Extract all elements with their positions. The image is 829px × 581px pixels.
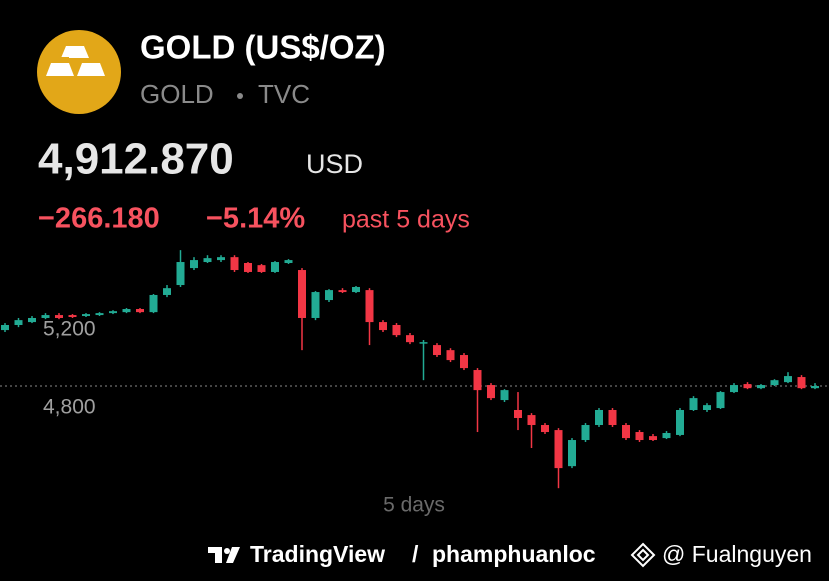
- plot: 5,200 4,800: [0, 250, 829, 489]
- candle-body: [109, 311, 117, 314]
- candle-body: [757, 385, 765, 389]
- candle-body: [554, 430, 563, 469]
- exchange: TVC: [258, 79, 310, 109]
- candle-body: [460, 355, 468, 369]
- brand: TradingView: [250, 541, 385, 567]
- candle-body: [730, 385, 738, 393]
- candle-body: [595, 410, 603, 426]
- candle-body: [716, 392, 725, 409]
- candle-body: [136, 309, 144, 313]
- candle-body: [365, 290, 374, 323]
- candle-body: [676, 410, 684, 435]
- price: 4,912.870: [38, 135, 234, 184]
- candle-body: [770, 380, 779, 386]
- candle-body: [163, 288, 171, 295]
- candle-body: [190, 260, 198, 269]
- candle-body: [406, 335, 414, 343]
- candle-body: [797, 377, 806, 389]
- candle-body: [217, 257, 225, 261]
- candle-body: [649, 436, 657, 441]
- candle-body: [635, 432, 644, 441]
- x-axis-label: 5 days: [383, 494, 445, 517]
- candle-body: [608, 410, 617, 426]
- candle-body: [392, 325, 401, 336]
- candle-body: [703, 405, 711, 410]
- candle-body: [352, 286, 360, 293]
- credit: @ Fualnguyen: [662, 541, 812, 567]
- candle-body: [433, 345, 441, 356]
- candle-body: [257, 265, 266, 272]
- candle-body: [446, 350, 455, 361]
- candle-body: [230, 257, 239, 271]
- candle-body: [568, 440, 576, 467]
- candle-body: [487, 385, 495, 399]
- period: past 5 days: [342, 206, 470, 234]
- candle-body: [95, 313, 104, 316]
- candle-body: [743, 384, 752, 389]
- candle-body: [311, 292, 320, 318]
- separator-dot: [237, 93, 243, 99]
- candle-body: [325, 290, 333, 301]
- candle-body: [514, 410, 522, 418]
- title: GOLD (US$/OZ): [140, 29, 386, 66]
- candle-body: [622, 425, 630, 439]
- credit-icon: [630, 542, 656, 568]
- candle-body: [419, 342, 428, 344]
- candle-body: [784, 376, 792, 383]
- candle-body: [14, 320, 23, 325]
- candle-body: [284, 260, 293, 264]
- candle-body: [149, 294, 158, 313]
- candle-body: [28, 317, 36, 323]
- candle-body: [662, 433, 671, 439]
- candle-body: [811, 386, 819, 389]
- candle-body: [82, 314, 90, 317]
- candle-body: [541, 425, 549, 433]
- candle-body: [203, 258, 212, 263]
- candle-body: [271, 262, 279, 272]
- candle-body: [473, 370, 482, 391]
- change-percent: −5.14%: [206, 203, 305, 235]
- y-tick-label: 4,800: [43, 396, 96, 419]
- candle-body: [500, 390, 509, 401]
- candle-body: [379, 322, 387, 331]
- symbol-icon: [37, 30, 121, 114]
- separator: /: [412, 541, 419, 567]
- candle-body: [298, 270, 306, 318]
- candle-body: [527, 415, 536, 426]
- candle-body: [1, 325, 9, 331]
- currency: USD: [306, 149, 363, 179]
- candle-body: [68, 315, 77, 318]
- candle-body: [122, 309, 131, 313]
- candle-body: [338, 290, 347, 293]
- candle-body: [55, 315, 63, 318]
- candle-body: [689, 398, 698, 410]
- candle-body: [176, 262, 185, 286]
- y-tick-label: 5,200: [43, 318, 96, 341]
- tradingview-logo: [208, 547, 240, 563]
- candle-body: [581, 425, 590, 441]
- candle-body: [41, 315, 50, 318]
- change: −266.180: [38, 203, 160, 235]
- author: phamphuanloc: [432, 541, 596, 567]
- symbol: GOLD: [140, 79, 214, 109]
- candle-body: [244, 263, 252, 272]
